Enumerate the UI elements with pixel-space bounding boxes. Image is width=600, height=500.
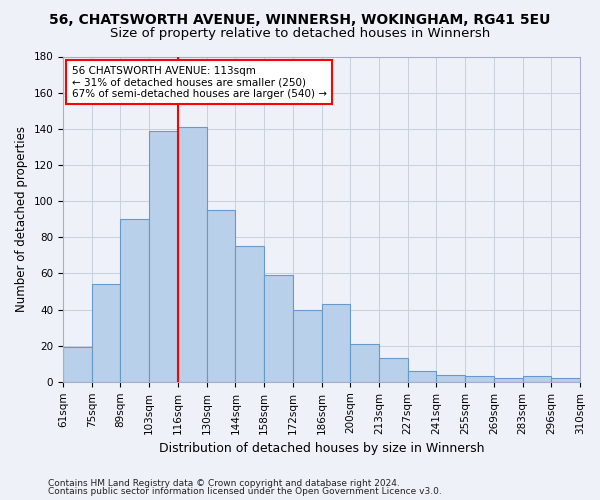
Text: 56 CHATSWORTH AVENUE: 113sqm
← 31% of detached houses are smaller (250)
67% of s: 56 CHATSWORTH AVENUE: 113sqm ← 31% of de… bbox=[71, 66, 326, 98]
Bar bbox=[407, 371, 436, 382]
Text: Size of property relative to detached houses in Winnersh: Size of property relative to detached ho… bbox=[110, 28, 490, 40]
X-axis label: Distribution of detached houses by size in Winnersh: Distribution of detached houses by size … bbox=[159, 442, 484, 455]
Bar bbox=[206, 210, 235, 382]
Bar bbox=[465, 376, 494, 382]
Bar bbox=[178, 127, 206, 382]
Bar bbox=[121, 219, 149, 382]
Bar bbox=[293, 310, 322, 382]
Bar bbox=[149, 130, 178, 382]
Bar bbox=[379, 358, 407, 382]
Text: Contains public sector information licensed under the Open Government Licence v3: Contains public sector information licen… bbox=[48, 487, 442, 496]
Text: 56, CHATSWORTH AVENUE, WINNERSH, WOKINGHAM, RG41 5EU: 56, CHATSWORTH AVENUE, WINNERSH, WOKINGH… bbox=[49, 12, 551, 26]
Bar bbox=[322, 304, 350, 382]
Bar bbox=[494, 378, 523, 382]
Bar bbox=[350, 344, 379, 382]
Y-axis label: Number of detached properties: Number of detached properties bbox=[15, 126, 28, 312]
Bar bbox=[92, 284, 121, 382]
Bar bbox=[264, 275, 293, 382]
Bar bbox=[436, 374, 465, 382]
Bar bbox=[523, 376, 551, 382]
Bar bbox=[551, 378, 580, 382]
Bar bbox=[235, 246, 264, 382]
Text: Contains HM Land Registry data © Crown copyright and database right 2024.: Contains HM Land Registry data © Crown c… bbox=[48, 478, 400, 488]
Bar bbox=[63, 348, 92, 382]
